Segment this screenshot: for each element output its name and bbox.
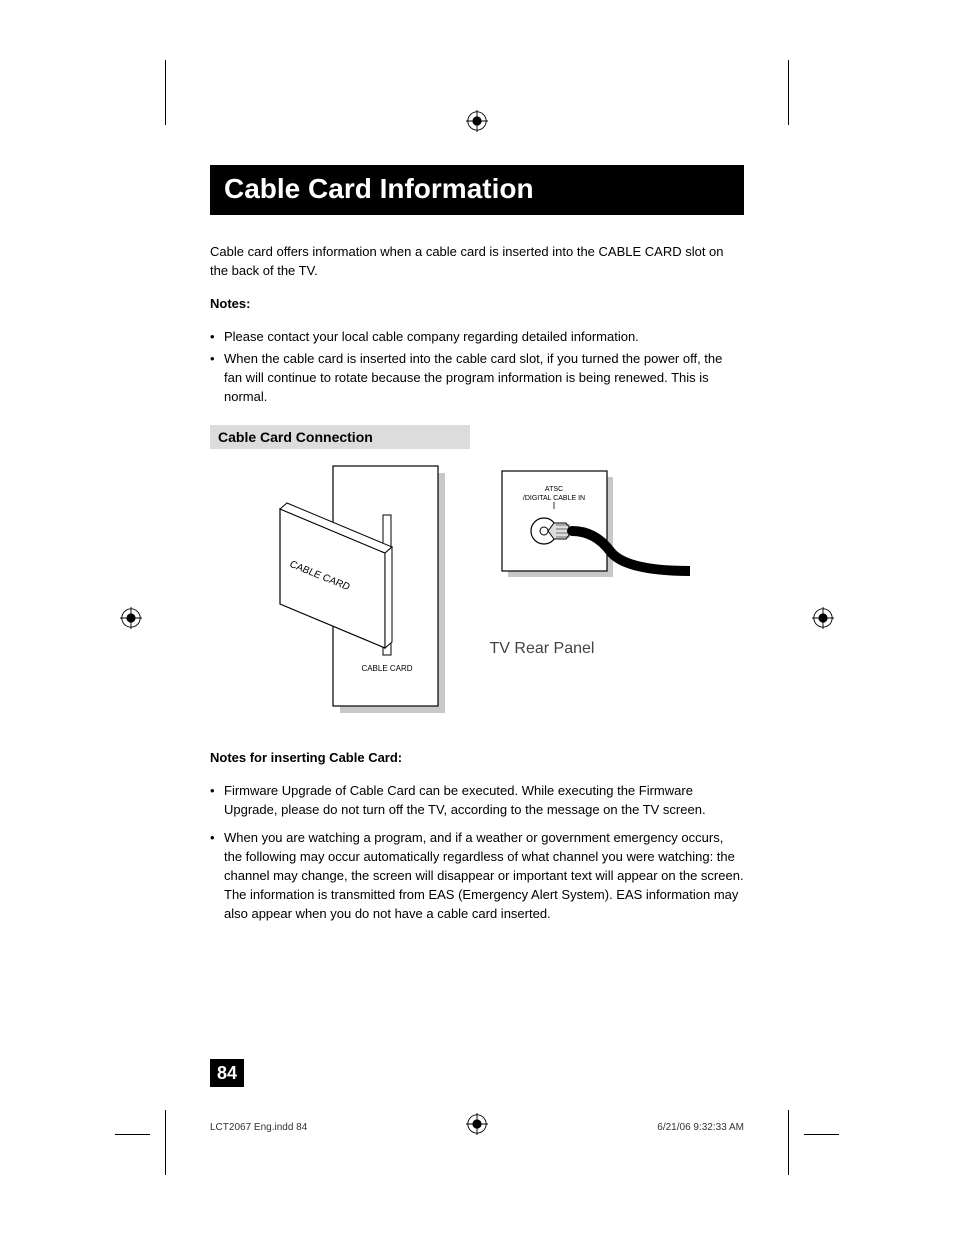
crop-mark (115, 1134, 150, 1135)
page-title: Cable Card Information (210, 165, 744, 215)
page: { "title": "Cable Card Information", "in… (0, 0, 954, 1235)
note-text: Firmware Upgrade of Cable Card can be ex… (224, 782, 744, 820)
section-subhead: Cable Card Connection (210, 425, 470, 449)
notes-list: •Please contact your local cable company… (210, 328, 744, 407)
notes-heading: Notes: (210, 295, 744, 314)
list-item: •Firmware Upgrade of Cable Card can be e… (210, 782, 744, 820)
registration-mark-icon (120, 607, 142, 629)
list-item: •Please contact your local cable company… (210, 328, 744, 347)
note-text: Please contact your local cable company … (224, 328, 744, 347)
crop-mark (788, 60, 789, 125)
intro-text: Cable card offers information when a cab… (210, 243, 744, 281)
crop-mark (165, 60, 166, 125)
rear-panel-caption: TV Rear Panel (490, 640, 690, 658)
svg-text:ATSC: ATSC (544, 486, 562, 493)
list-item: •When you are watching a program, and if… (210, 829, 744, 923)
crop-mark (788, 1110, 789, 1175)
note-text: When you are watching a program, and if … (224, 829, 744, 923)
footer-left: LCT2067 Eng.indd 84 (210, 1122, 307, 1133)
registration-mark-icon (812, 607, 834, 629)
footer: LCT2067 Eng.indd 84 6/21/06 9:32:33 AM (210, 1122, 744, 1133)
content-area: Cable Card Information Cable card offers… (210, 165, 744, 942)
svg-text:CABLE CARD: CABLE CARD (361, 664, 412, 673)
diagram-row: CABLE CARD CABLE CARD ATSC /DIGITAL CABL… (210, 463, 744, 723)
page-number: 84 (210, 1059, 244, 1087)
rear-panel-diagram: ATSC /DIGITAL CABLE IN TV Rear Panel (490, 463, 690, 723)
svg-text:/DIGITAL CABLE IN: /DIGITAL CABLE IN (522, 495, 584, 502)
list-item: •When the cable card is inserted into th… (210, 350, 744, 407)
notes2-list: •Firmware Upgrade of Cable Card can be e… (210, 782, 744, 924)
footer-right: 6/21/06 9:32:33 AM (657, 1122, 744, 1133)
note-text: When the cable card is inserted into the… (224, 350, 744, 407)
cable-card-diagram: CABLE CARD CABLE CARD (265, 463, 450, 723)
notes2-heading: Notes for inserting Cable Card: (210, 749, 744, 768)
registration-mark-icon (466, 110, 488, 132)
crop-mark (804, 1134, 839, 1135)
crop-mark (165, 1110, 166, 1175)
